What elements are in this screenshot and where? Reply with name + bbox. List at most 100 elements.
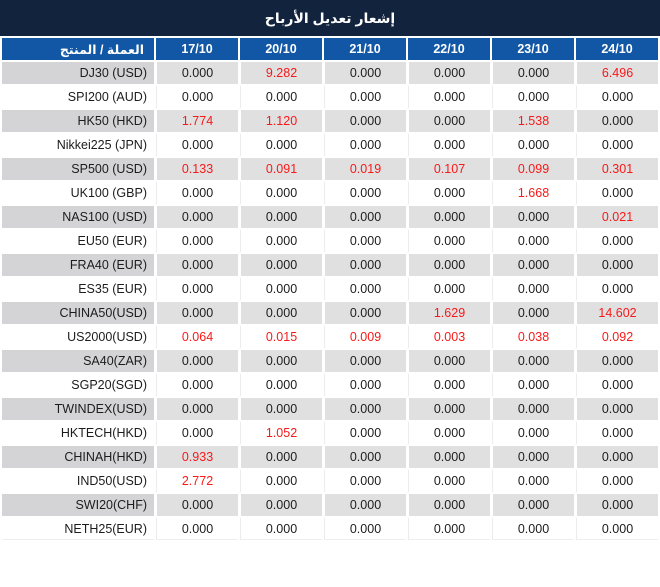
value-cell: 0.000 bbox=[324, 518, 406, 540]
instrument-label: UK100 (GBP) bbox=[2, 182, 154, 204]
value-cell: 0.000 bbox=[240, 134, 322, 156]
value-cell: 0.000 bbox=[240, 518, 322, 540]
value-cell: 14.602 bbox=[576, 302, 658, 324]
value-cell: 1.774 bbox=[156, 110, 238, 132]
table-row: Nikkei225 (JPN) 0.000 0.000 0.000 0.000 … bbox=[2, 134, 658, 156]
value-cell: 0.000 bbox=[324, 206, 406, 228]
instrument-label: IND50(USD) bbox=[2, 470, 154, 492]
value-cell: 0.000 bbox=[156, 254, 238, 276]
instrument-label: HK50 (HKD) bbox=[2, 110, 154, 132]
value-cell: 1.120 bbox=[240, 110, 322, 132]
instrument-label: SWI20(CHF) bbox=[2, 494, 154, 516]
instrument-label: SP500 (USD) bbox=[2, 158, 154, 180]
value-cell: 0.000 bbox=[576, 422, 658, 444]
value-cell: 0.000 bbox=[408, 182, 490, 204]
value-cell: 0.000 bbox=[576, 86, 658, 108]
value-cell: 1.052 bbox=[240, 422, 322, 444]
table-row: CHINA50(USD) 0.000 0.000 0.000 1.629 0.0… bbox=[2, 302, 658, 324]
value-cell: 0.019 bbox=[324, 158, 406, 180]
table-row: TWINDEX(USD) 0.000 0.000 0.000 0.000 0.0… bbox=[2, 398, 658, 420]
value-cell: 0.000 bbox=[492, 350, 574, 372]
table-row: EU50 (EUR) 0.000 0.000 0.000 0.000 0.000… bbox=[2, 230, 658, 252]
column-header-date: 24/10 bbox=[576, 38, 658, 60]
value-cell: 0.000 bbox=[492, 374, 574, 396]
instrument-label: SA40(ZAR) bbox=[2, 350, 154, 372]
table-row: CHINAH(HKD) 0.933 0.000 0.000 0.000 0.00… bbox=[2, 446, 658, 468]
value-cell: 0.000 bbox=[156, 278, 238, 300]
value-cell: 0.000 bbox=[240, 230, 322, 252]
instrument-label: Nikkei225 (JPN) bbox=[2, 134, 154, 156]
value-cell: 0.000 bbox=[492, 518, 574, 540]
value-cell: 0.000 bbox=[324, 374, 406, 396]
instrument-label: SGP20(SGD) bbox=[2, 374, 154, 396]
value-cell: 0.064 bbox=[156, 326, 238, 348]
value-cell: 0.000 bbox=[576, 470, 658, 492]
value-cell: 0.000 bbox=[324, 278, 406, 300]
value-cell: 0.000 bbox=[408, 494, 490, 516]
value-cell: 0.000 bbox=[492, 206, 574, 228]
value-cell: 0.000 bbox=[408, 470, 490, 492]
value-cell: 0.000 bbox=[408, 86, 490, 108]
value-cell: 0.933 bbox=[156, 446, 238, 468]
value-cell: 0.301 bbox=[576, 158, 658, 180]
value-cell: 0.092 bbox=[576, 326, 658, 348]
value-cell: 0.000 bbox=[240, 494, 322, 516]
table-row: SA40(ZAR) 0.000 0.000 0.000 0.000 0.000 … bbox=[2, 350, 658, 372]
value-cell: 0.000 bbox=[408, 446, 490, 468]
table-row: HK50 (HKD) 1.774 1.120 0.000 0.000 1.538… bbox=[2, 110, 658, 132]
value-cell: 0.038 bbox=[492, 326, 574, 348]
value-cell: 0.000 bbox=[576, 230, 658, 252]
value-cell: 0.000 bbox=[324, 62, 406, 84]
value-cell: 0.000 bbox=[408, 134, 490, 156]
value-cell: 0.000 bbox=[156, 182, 238, 204]
value-cell: 0.000 bbox=[492, 470, 574, 492]
instrument-label: HKTECH(HKD) bbox=[2, 422, 154, 444]
value-cell: 0.003 bbox=[408, 326, 490, 348]
instrument-label: CHINAH(HKD) bbox=[2, 446, 154, 468]
value-cell: 0.000 bbox=[240, 254, 322, 276]
value-cell: 0.000 bbox=[492, 494, 574, 516]
table-body: DJ30 (USD) 0.000 9.282 0.000 0.000 0.000… bbox=[2, 62, 658, 540]
value-cell: 0.021 bbox=[576, 206, 658, 228]
table-row: IND50(USD) 2.772 0.000 0.000 0.000 0.000… bbox=[2, 470, 658, 492]
value-cell: 0.000 bbox=[408, 518, 490, 540]
table-row: UK100 (GBP) 0.000 0.000 0.000 0.000 1.66… bbox=[2, 182, 658, 204]
value-cell: 0.000 bbox=[492, 398, 574, 420]
value-cell: 0.000 bbox=[240, 470, 322, 492]
value-cell: 2.772 bbox=[156, 470, 238, 492]
table-row: ES35 (EUR) 0.000 0.000 0.000 0.000 0.000… bbox=[2, 278, 658, 300]
value-cell: 1.668 bbox=[492, 182, 574, 204]
value-cell: 0.000 bbox=[240, 398, 322, 420]
value-cell: 0.000 bbox=[576, 278, 658, 300]
value-cell: 0.000 bbox=[408, 254, 490, 276]
value-cell: 0.000 bbox=[408, 62, 490, 84]
value-cell: 0.000 bbox=[240, 302, 322, 324]
value-cell: 0.000 bbox=[576, 350, 658, 372]
table-row: FRA40 (EUR) 0.000 0.000 0.000 0.000 0.00… bbox=[2, 254, 658, 276]
value-cell: 0.000 bbox=[408, 110, 490, 132]
value-cell: 0.000 bbox=[156, 62, 238, 84]
column-header-date: 20/10 bbox=[240, 38, 322, 60]
value-cell: 0.091 bbox=[240, 158, 322, 180]
value-cell: 0.000 bbox=[492, 278, 574, 300]
value-cell: 0.000 bbox=[324, 182, 406, 204]
value-cell: 0.000 bbox=[324, 110, 406, 132]
value-cell: 0.000 bbox=[156, 230, 238, 252]
column-header-date: 23/10 bbox=[492, 38, 574, 60]
table-row: US2000(USD) 0.064 0.015 0.009 0.003 0.03… bbox=[2, 326, 658, 348]
value-cell: 0.000 bbox=[576, 134, 658, 156]
value-cell: 0.000 bbox=[240, 350, 322, 372]
column-header-date: 17/10 bbox=[156, 38, 238, 60]
instrument-label: US2000(USD) bbox=[2, 326, 154, 348]
value-cell: 1.629 bbox=[408, 302, 490, 324]
value-cell: 0.000 bbox=[156, 422, 238, 444]
value-cell: 0.000 bbox=[156, 302, 238, 324]
value-cell: 0.000 bbox=[408, 398, 490, 420]
value-cell: 0.000 bbox=[408, 230, 490, 252]
value-cell: 0.107 bbox=[408, 158, 490, 180]
column-header-date: 21/10 bbox=[324, 38, 406, 60]
value-cell: 0.000 bbox=[324, 302, 406, 324]
instrument-label: SPI200 (AUD) bbox=[2, 86, 154, 108]
column-header-date: 22/10 bbox=[408, 38, 490, 60]
instrument-label: TWINDEX(USD) bbox=[2, 398, 154, 420]
